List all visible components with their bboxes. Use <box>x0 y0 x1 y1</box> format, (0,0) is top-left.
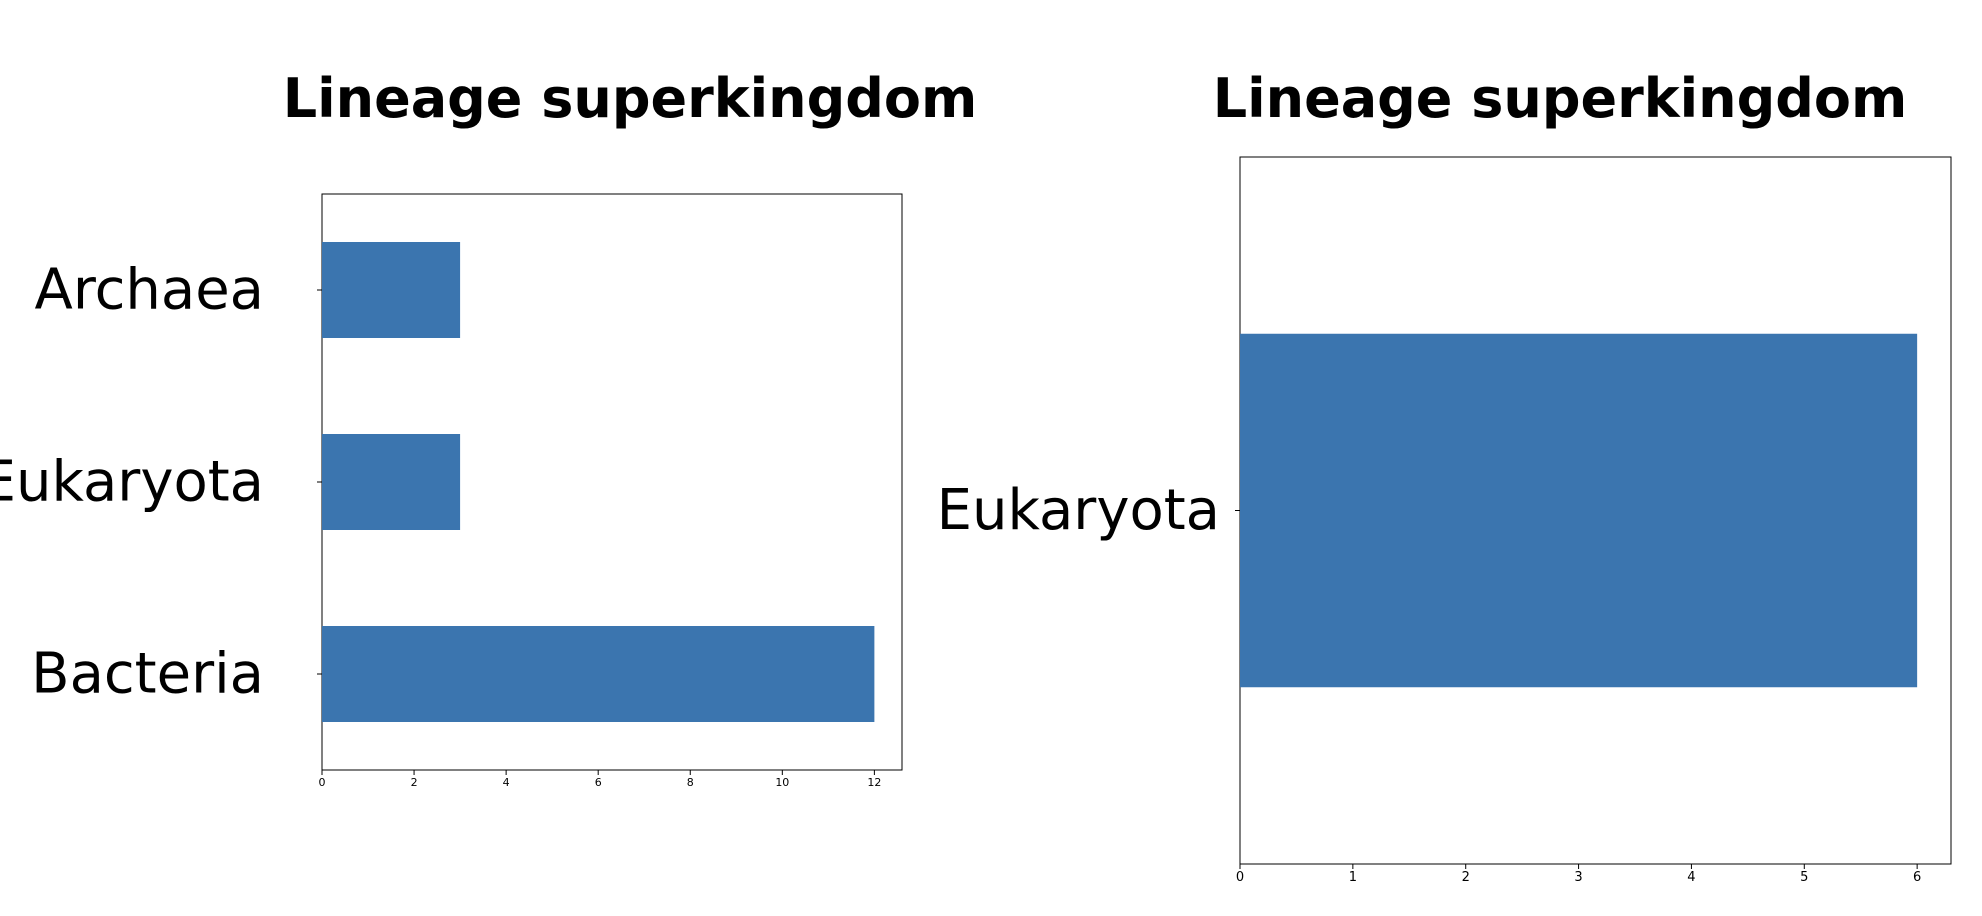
chart-left: Archaea Eukaryota Bacteria 0 2 4 6 8 10 12 <box>0 193 903 789</box>
bar-archaea <box>322 242 461 338</box>
chart-title-left: Lineage superkingdom <box>282 67 978 130</box>
y-tick-label-archaea: Archaea <box>35 258 264 323</box>
y-tick-label-bacteria: Bacteria <box>31 642 264 707</box>
y-tick-label-eukaryota: Eukaryota <box>937 478 1220 543</box>
x-tick-label: 6 <box>595 776 602 789</box>
x-tick-label: 10 <box>775 776 789 789</box>
chart-title-right: Lineage superkingdom <box>1212 67 1908 130</box>
x-tick-label: 4 <box>1687 870 1695 885</box>
x-tick-label: 6 <box>1913 870 1921 885</box>
x-tick-label: 1 <box>1349 870 1357 885</box>
y-tick-label-eukaryota: Eukaryota <box>0 450 264 515</box>
x-tick-label: 4 <box>503 776 510 789</box>
bar-bacteria <box>322 626 875 722</box>
x-tick-label: 5 <box>1800 870 1808 885</box>
bar-eukaryota <box>322 434 461 530</box>
x-tick-label: 8 <box>687 776 694 789</box>
x-tick-label: 0 <box>1236 870 1244 885</box>
chart-right: Eukaryota 0 1 2 3 4 5 6 <box>937 156 1952 885</box>
x-tick-label: 3 <box>1574 870 1582 885</box>
bar-eukaryota <box>1240 333 1918 688</box>
x-tick-label: 12 <box>867 776 881 789</box>
x-tick-label: 2 <box>411 776 418 789</box>
x-tick-label: 2 <box>1462 870 1470 885</box>
x-tick-label: 0 <box>319 776 326 789</box>
